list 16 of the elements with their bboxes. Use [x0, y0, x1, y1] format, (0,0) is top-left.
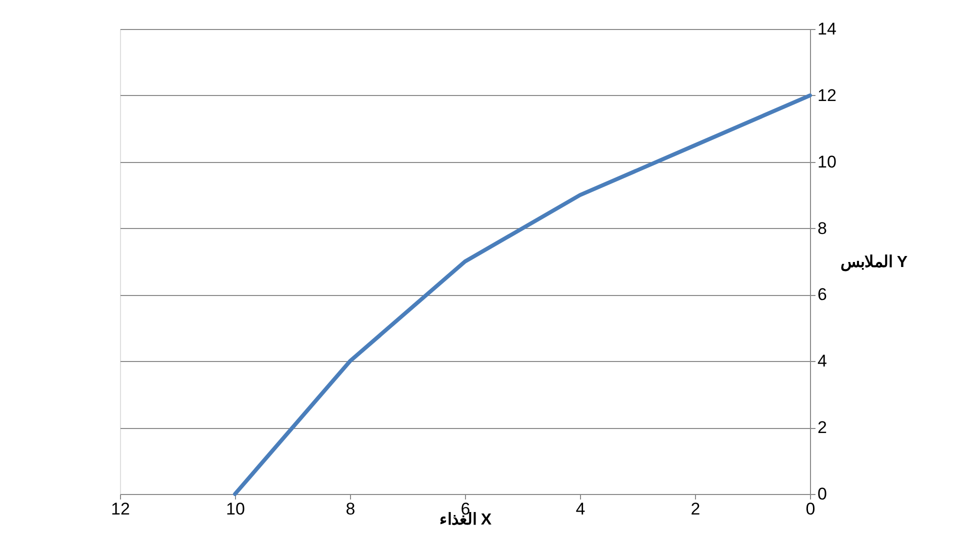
y-tick-label: 10 — [818, 152, 836, 172]
x-tick-label: 12 — [111, 500, 130, 518]
y-tick-label: 14 — [818, 20, 836, 38]
line-series — [233, 93, 812, 496]
y-tick-label: 0 — [818, 484, 827, 504]
x-tick-label: 10 — [226, 500, 245, 518]
x-tick-label: 0 — [806, 500, 816, 518]
y-tick-label: 6 — [818, 285, 827, 304]
y-tick-label: 2 — [818, 418, 827, 438]
y-tick-label: 8 — [818, 218, 827, 238]
y-tick-label: 12 — [818, 86, 836, 105]
x-tick-label: 4 — [576, 500, 586, 518]
x-tick-label: 8 — [346, 500, 356, 518]
x-tick-label: 2 — [690, 500, 700, 518]
y-axis-title: الملابس Y — [840, 254, 908, 272]
y-tick-label: 4 — [818, 352, 827, 371]
